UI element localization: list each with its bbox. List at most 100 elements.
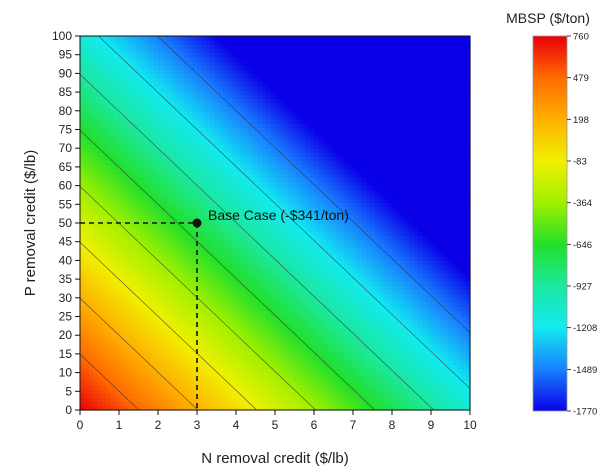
surface-cell	[192, 193, 198, 199]
surface-cell	[171, 90, 176, 95]
surface-cell	[257, 243, 263, 249]
surface-cell	[158, 123, 163, 129]
surface-cell	[97, 127, 103, 133]
surface-cell	[205, 144, 211, 149]
surface-cell	[158, 114, 163, 120]
surface-cell	[188, 322, 194, 328]
surface-cell	[175, 310, 181, 316]
surface-cell	[153, 318, 159, 324]
surface-cell	[318, 385, 324, 390]
surface-cell	[184, 256, 189, 261]
surface-cell	[309, 156, 315, 162]
surface-cell	[106, 60, 111, 66]
surface-cell	[314, 393, 319, 399]
surface-cell	[80, 44, 85, 50]
surface-cell	[93, 123, 98, 129]
surface-cell	[227, 40, 233, 45]
surface-cell	[275, 401, 280, 407]
surface-cell	[314, 264, 319, 270]
surface-cell	[127, 173, 133, 178]
surface-cell	[292, 77, 298, 83]
surface-cell	[93, 380, 98, 386]
surface-cell	[262, 131, 267, 137]
surface-cell	[132, 351, 137, 357]
surface-cell	[101, 131, 107, 137]
surface-cell	[244, 181, 250, 187]
surface-cell	[132, 355, 137, 361]
surface-cell	[270, 206, 276, 212]
surface-cell	[244, 40, 250, 45]
surface-cell	[88, 106, 94, 112]
surface-cell	[201, 198, 207, 203]
surface-cell	[210, 44, 215, 50]
surface-cell	[223, 36, 228, 41]
surface-cell	[88, 60, 94, 66]
surface-cell	[231, 69, 237, 74]
surface-cell	[266, 156, 272, 162]
surface-cell	[292, 277, 298, 282]
surface-cell	[253, 177, 259, 183]
surface-cell	[305, 123, 311, 129]
surface-cell	[283, 297, 289, 303]
surface-cell	[257, 268, 263, 274]
surface-cell	[184, 339, 189, 345]
surface-cell	[205, 301, 211, 307]
surface-cell	[305, 40, 311, 45]
surface-cell	[314, 110, 319, 116]
surface-cell	[275, 293, 280, 299]
surface-cell	[162, 227, 168, 232]
surface-cell	[93, 65, 98, 70]
surface-cell	[253, 48, 259, 54]
surface-cell	[101, 268, 107, 274]
surface-cell	[236, 36, 241, 41]
surface-cell	[201, 106, 207, 112]
surface-cell	[145, 106, 150, 112]
surface-cell	[266, 85, 272, 91]
surface-cell	[244, 227, 250, 232]
surface-cell	[175, 48, 181, 54]
surface-cell	[132, 193, 137, 199]
surface-cell	[149, 351, 155, 357]
surface-cell	[257, 385, 263, 390]
surface-cell	[158, 297, 163, 303]
surface-cell	[283, 256, 289, 261]
surface-cell	[80, 318, 85, 324]
surface-cell	[192, 318, 198, 324]
surface-cell	[244, 347, 250, 353]
surface-cell	[114, 152, 120, 158]
surface-cell	[288, 293, 293, 299]
surface-cell	[227, 185, 233, 191]
surface-cell	[149, 355, 155, 361]
surface-cell	[244, 127, 250, 133]
surface-cell	[192, 264, 198, 270]
surface-cell	[253, 235, 259, 241]
surface-cell	[192, 60, 198, 66]
surface-cell	[114, 160, 120, 166]
surface-cell	[309, 335, 315, 340]
surface-cell	[296, 131, 302, 137]
surface-cell	[88, 256, 94, 261]
surface-cell	[253, 198, 259, 203]
surface-cell	[292, 156, 298, 162]
surface-cell	[127, 168, 133, 174]
surface-cell	[223, 268, 228, 274]
surface-cell	[314, 243, 319, 249]
surface-cell	[223, 114, 228, 120]
surface-cell	[296, 389, 302, 394]
surface-cell	[257, 235, 263, 241]
surface-cell	[314, 335, 319, 340]
surface-cell	[110, 264, 116, 270]
surface-cell	[106, 264, 111, 270]
surface-cell	[110, 385, 116, 390]
surface-cell	[158, 81, 163, 87]
surface-cell	[149, 401, 155, 407]
surface-cell	[123, 210, 129, 216]
surface-cell	[88, 326, 94, 332]
surface-cell	[279, 318, 285, 324]
surface-cell	[240, 164, 246, 170]
surface-cell	[210, 144, 215, 149]
surface-cell	[127, 239, 133, 245]
surface-cell	[114, 189, 120, 195]
surface-cell	[214, 235, 220, 241]
surface-cell	[240, 227, 246, 232]
